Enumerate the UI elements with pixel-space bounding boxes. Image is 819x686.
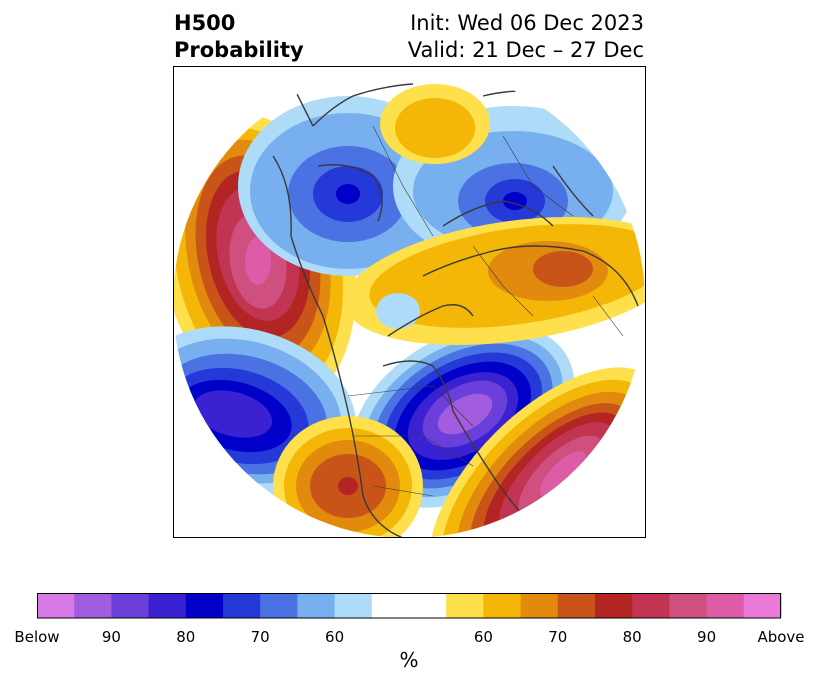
colorbar-tick-label: 90 (101, 628, 121, 646)
colorbar-tick-label: 90 (697, 628, 717, 646)
colorbar-tick-label: 70 (548, 628, 568, 646)
colorbar-swatch (409, 593, 447, 618)
coastlines (272, 83, 639, 538)
colorbar-swatch (595, 593, 633, 618)
colorbar-tick-label: 60 (473, 628, 493, 646)
colorbar-swatch (334, 593, 373, 618)
colorbar-tick-label: 70 (250, 628, 270, 646)
chart-title: H500 Probability (174, 10, 304, 64)
colorbar-swatch (74, 593, 112, 618)
colorbar-tick-label: 80 (176, 628, 196, 646)
colorbar-swatch (260, 593, 298, 618)
colorbar-swatch (223, 593, 261, 618)
anomaly-c-asia-high (380, 84, 490, 164)
colorbar-tick-label: 80 (622, 628, 642, 646)
valid-range: Valid: 21 Dec – 27 Dec (407, 38, 644, 62)
colorbar-swatch (297, 593, 336, 618)
colorbar-swatch (446, 593, 484, 618)
colorbar-swatch (483, 593, 522, 618)
anomaly-arctic-low (376, 293, 420, 329)
colorbar-swatch (669, 593, 708, 618)
title-product: Probability (174, 38, 304, 62)
chart-dates: Init: Wed 06 Dec 2023 Valid: 21 Dec – 27… (408, 10, 644, 64)
colorbar-swatch (520, 593, 559, 618)
colorbar-tick-label: Below (14, 628, 60, 646)
colorbar-swatch (111, 593, 150, 618)
colorbar-frame (37, 593, 781, 619)
colorbar-swatch (148, 593, 187, 618)
colorbar-swatch (37, 593, 75, 618)
colorbar-swatch (371, 593, 410, 618)
colorbar-swatch (743, 593, 782, 618)
colorbar-swatch (706, 593, 745, 618)
colorbar (37, 593, 782, 619)
colorbar-tick-label: 60 (325, 628, 345, 646)
title-variable: H500 (174, 11, 236, 35)
colorbar-unit-label: % (399, 648, 419, 672)
colorbar-swatch (557, 593, 596, 618)
probability-map (173, 66, 646, 538)
init-date: Init: Wed 06 Dec 2023 (410, 11, 644, 35)
colorbar-swatch (632, 593, 670, 618)
colorbar-tick-label: Above (757, 628, 805, 646)
colorbar-swatch (185, 593, 224, 618)
